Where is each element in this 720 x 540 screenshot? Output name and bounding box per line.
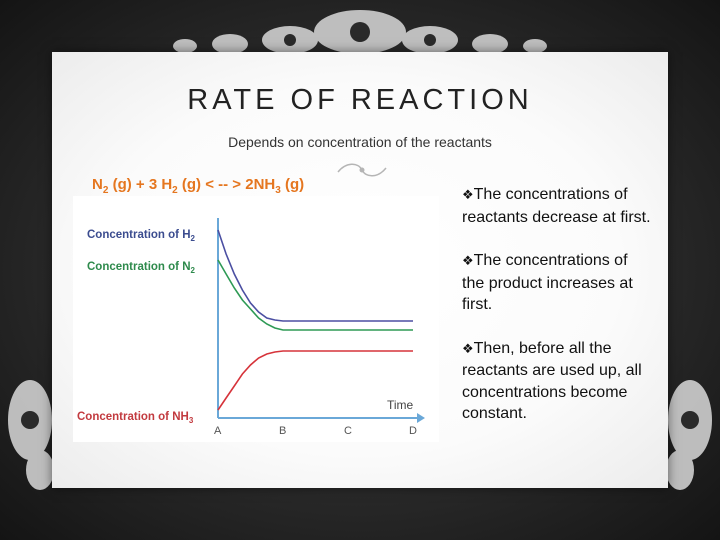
bullet-item: ❖The concentrations of the product incre… (462, 252, 633, 313)
legend-label-nh3: Concentration of NH3 (77, 411, 194, 425)
x-tick-label: D (409, 425, 417, 437)
series-line-n2 (217, 259, 413, 331)
legend-label-h2: Concentration of H2 (87, 229, 196, 243)
concentration-chart: Time A B C D Concentration of H2 Concentration… (73, 196, 439, 442)
top-flourish-ornament (173, 10, 547, 54)
series-line-nh3 (217, 350, 413, 411)
x-axis-arrow-icon (417, 413, 425, 423)
x-tick-label: C (344, 425, 352, 437)
slide-title: RATE OF REACTION (187, 84, 533, 116)
bullet-item: ❖Then, before all the reactants are used… (462, 339, 642, 423)
series-line-h2 (217, 229, 413, 322)
legend-label-n2: Concentration of N2 (87, 261, 196, 275)
diamond-bullet-icon: ❖ (462, 254, 474, 269)
x-axis-label: Time (387, 398, 414, 412)
swirl-divider-icon (337, 163, 387, 177)
bullet-item: ❖The concentrations of reactants decreas… (462, 186, 651, 226)
x-tick-label: A (214, 425, 222, 437)
diamond-bullet-icon: ❖ (462, 341, 474, 357)
x-tick-label: B (279, 425, 286, 437)
slide-subtitle: Depends on concentration of the reactant… (228, 134, 492, 150)
bullet-list: ❖The concentrations of reactants decreas… (462, 184, 652, 447)
reaction-equation: N2 (g) + 3 H2 (g) < -- > 2NH3 (g) (92, 176, 305, 196)
diamond-bullet-icon: ❖ (462, 188, 474, 203)
concentration-chart-svg: Time A B C D Concentration of H2 Concentration… (77, 218, 425, 437)
